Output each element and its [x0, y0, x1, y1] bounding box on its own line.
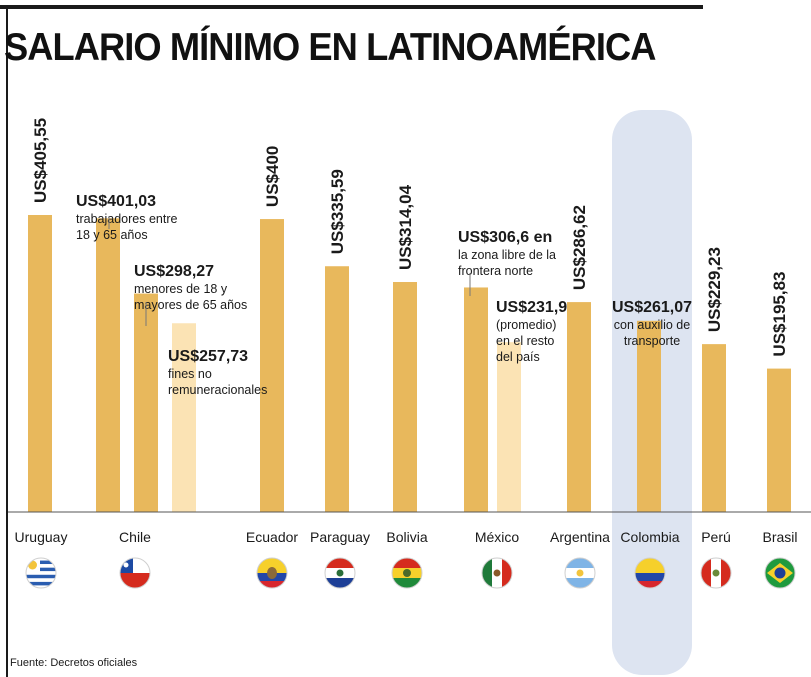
brasil-flag-icon [764, 557, 796, 589]
note-line-chile-2-1: mayores de 65 años [134, 298, 247, 312]
bar-chile-3 [172, 323, 196, 512]
mexico-flag-icon [481, 557, 513, 589]
country-label-brasil: Brasil [762, 529, 797, 545]
bar-ecuador-4 [260, 219, 284, 512]
country-label-colombia: Colombia [620, 529, 679, 545]
country-label-peru: Perú [701, 529, 731, 545]
note-line-mexico-7-0: la zona libre de la [458, 248, 556, 262]
country-label-argentina: Argentina [550, 529, 610, 545]
note-line-mexico-8-1: en el resto [496, 334, 554, 348]
value-label-ecuador: US$400 [263, 146, 282, 207]
value-label-mexico-7: US$306,6 en [458, 229, 552, 246]
note-line-colombia-10-1: transporte [624, 334, 680, 348]
uruguay-flag-icon [25, 557, 57, 589]
country-labels-group: Uruguay Chile Ecuador Paraguay Bolivia México… [15, 529, 798, 545]
bar-chile-1 [96, 218, 120, 512]
value-label-chile-1: US$401,03 [76, 193, 156, 210]
argentina-flag-icon [564, 557, 596, 589]
annotations-group: US$401,03 trabajadores entre 18 y 65 años U… [76, 193, 692, 397]
note-line-mexico-7-1: frontera norte [458, 264, 533, 278]
left-rule [6, 9, 8, 677]
top-rule [0, 5, 703, 9]
value-label-peru: US$229,23 [705, 247, 724, 332]
note-line-chile-2-0: menores de 18 y [134, 282, 228, 296]
value-labels-group: US$405,55 US$400 US$335,59 US$314,04 US$286,… [31, 118, 789, 357]
note-line-colombia-10-0: con auxilio de [614, 318, 690, 332]
flags-group [25, 557, 796, 589]
source-note: Fuente: Decretos oficiales [10, 657, 138, 669]
bar-mexico-8 [497, 342, 521, 512]
chart-title: SALARIO MÍNIMO EN LATINOAMÉRICA [4, 26, 656, 69]
bar-colombia-10 [637, 320, 661, 512]
note-line-chile-3-1: remuneracionales [168, 383, 267, 397]
value-label-chile-2: US$298,27 [134, 263, 214, 280]
value-label-argentina: US$286,62 [570, 205, 589, 290]
note-line-mexico-8-0: (promedio) [496, 318, 556, 332]
country-label-mexico: México [475, 529, 520, 545]
country-label-chile: Chile [119, 529, 151, 545]
note-line-mexico-8-2: del país [496, 350, 540, 364]
bar-brasil-12 [767, 368, 791, 512]
bar-argentina-9 [567, 302, 591, 512]
note-line-chile-1-1: 18 y 65 años [76, 228, 148, 242]
country-label-bolivia: Bolivia [386, 529, 427, 545]
bars-group [28, 215, 791, 512]
ecuador-flag-icon [256, 557, 288, 589]
peru-flag-icon [700, 557, 732, 589]
value-label-chile-3: US$257,73 [168, 348, 248, 365]
value-label-uruguay: US$405,55 [31, 118, 50, 203]
value-label-mexico-8: US$231,9 [496, 299, 567, 316]
value-label-bolivia: US$314,04 [396, 184, 415, 270]
note-line-chile-1-0: trabajadores entre [76, 212, 178, 226]
bar-uruguay-0 [28, 215, 52, 512]
bar-bolivia-6 [393, 282, 417, 512]
bar-chile-2 [134, 293, 158, 512]
chile-flag-icon [119, 557, 151, 589]
country-label-uruguay: Uruguay [15, 529, 68, 545]
country-label-paraguay: Paraguay [310, 529, 370, 545]
note-line-chile-3-0: fines no [168, 367, 212, 381]
colombia-flag-icon [634, 557, 666, 589]
bar-mexico-7 [464, 287, 488, 512]
paraguay-flag-icon [324, 557, 356, 589]
value-label-brasil: US$195,83 [770, 272, 789, 357]
value-label-paraguay: US$335,59 [328, 169, 347, 254]
bar-peru-11 [702, 344, 726, 512]
country-label-ecuador: Ecuador [246, 529, 298, 545]
value-label-colombia-10: US$261,07 [612, 299, 692, 316]
bar-paraguay-5 [325, 266, 349, 512]
bolivia-flag-icon [391, 557, 423, 589]
